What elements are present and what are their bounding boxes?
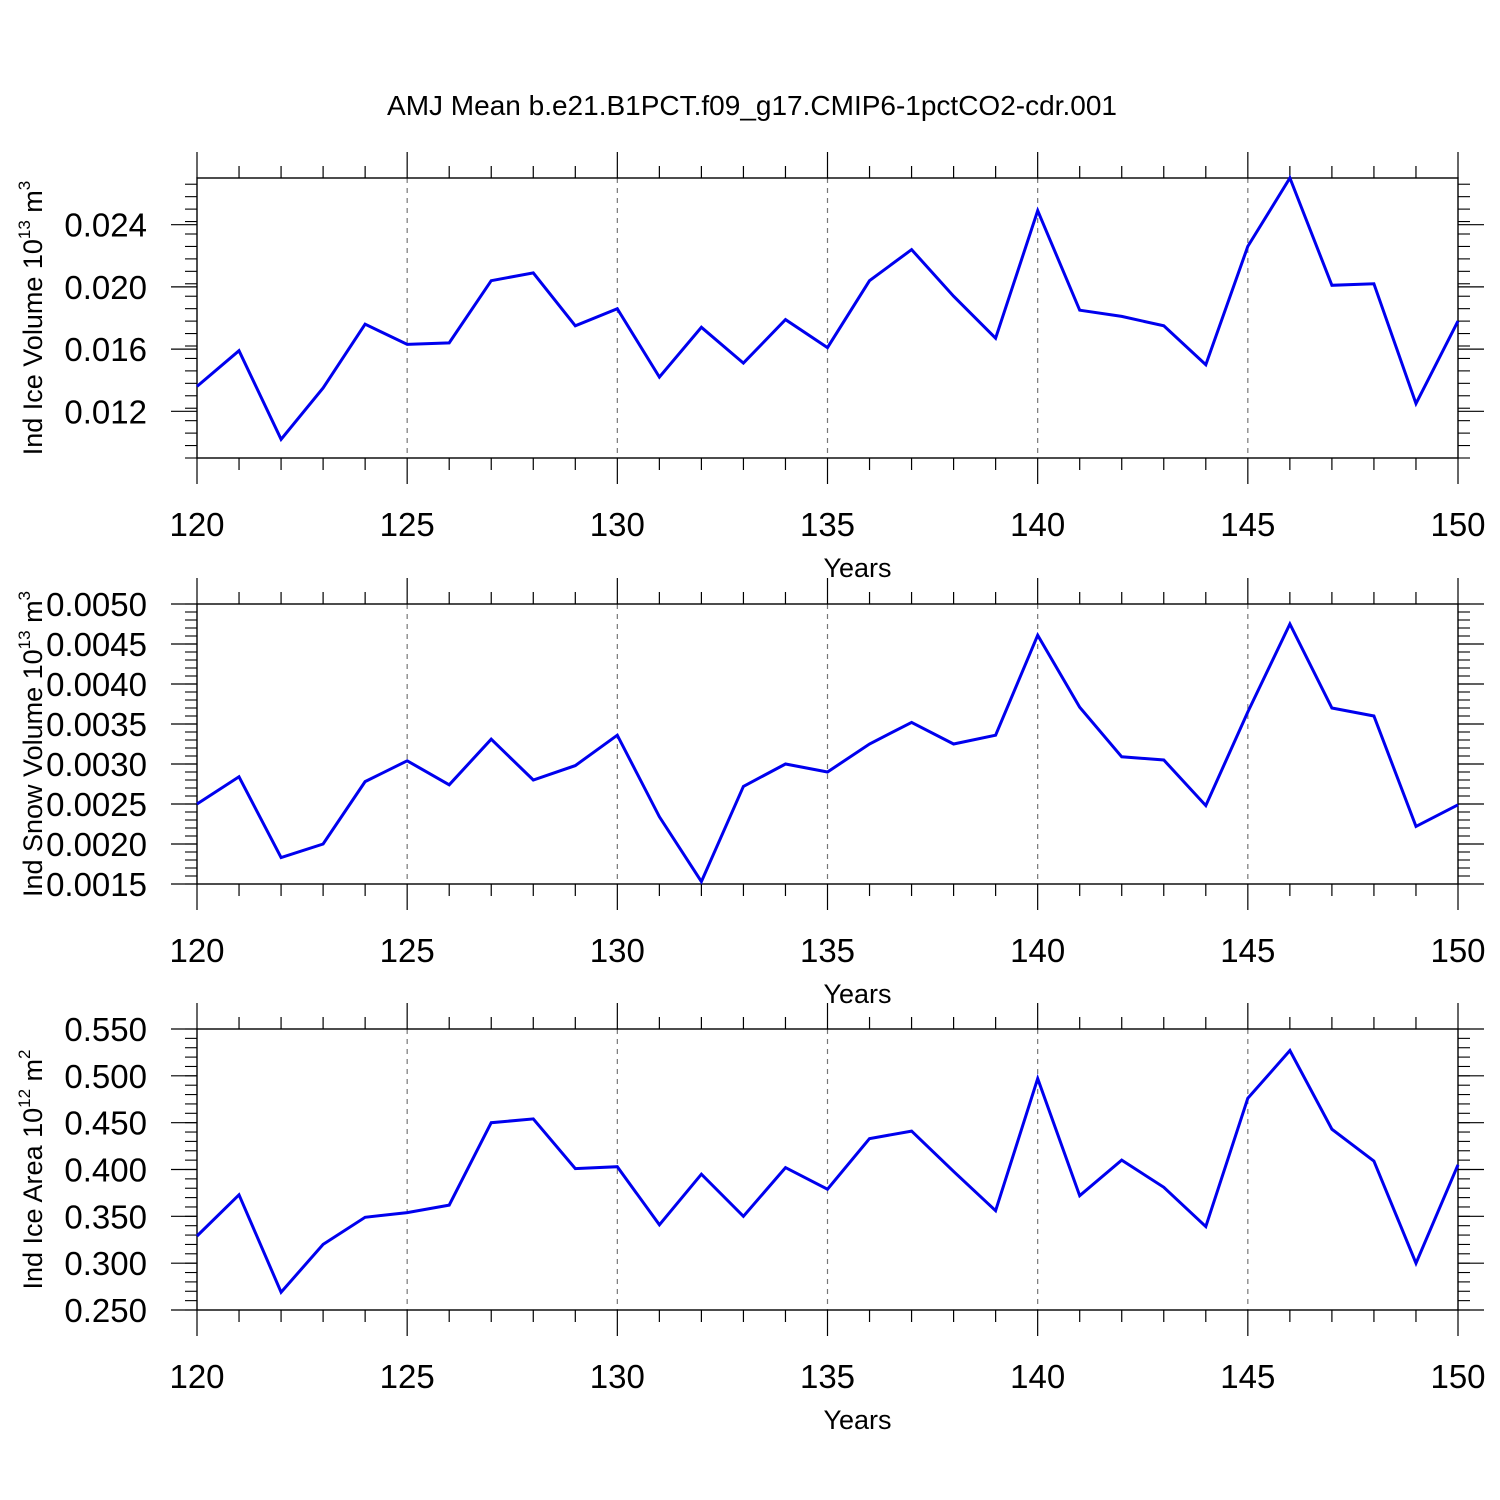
- x-tick-label: 120: [169, 1358, 224, 1395]
- x-axis-label: Years: [823, 1405, 891, 1435]
- y-tick-label: 0.0050: [46, 586, 147, 623]
- x-tick-label: 120: [169, 506, 224, 543]
- x-tick-label: 125: [380, 1358, 435, 1395]
- y-axis-label: Ind Snow Volume 1013 m3: [15, 591, 48, 897]
- x-tick-label: 150: [1430, 1358, 1485, 1395]
- x-tick-label: 125: [380, 932, 435, 969]
- y-tick-label: 0.020: [64, 269, 147, 306]
- y-tick-label: 0.350: [64, 1198, 147, 1235]
- y-axis-label: Ind Ice Area 1012 m2: [15, 1049, 48, 1289]
- x-tick-label: 135: [800, 1358, 855, 1395]
- x-tick-label: 145: [1220, 506, 1275, 543]
- x-axis-label: Years: [823, 553, 891, 583]
- x-tick-label: 135: [800, 506, 855, 543]
- x-tick-label: 125: [380, 506, 435, 543]
- y-tick-label: 0.0015: [46, 866, 147, 903]
- x-tick-label: 120: [169, 932, 224, 969]
- y-tick-label: 0.450: [64, 1105, 147, 1142]
- y-tick-label: 0.500: [64, 1058, 147, 1095]
- x-tick-label: 130: [590, 506, 645, 543]
- x-tick-label: 150: [1430, 932, 1485, 969]
- x-tick-label: 130: [590, 1358, 645, 1395]
- y-tick-label: 0.400: [64, 1152, 147, 1189]
- y-tick-label: 0.016: [64, 331, 147, 368]
- series-line: [195, 1047, 1460, 1295]
- x-tick-label: 130: [590, 932, 645, 969]
- panel-snow-volume: 120 125 130 135 140 145 1500.00150.00200.00250…: [15, 578, 1486, 1009]
- x-tick-label: 140: [1010, 506, 1065, 543]
- x-tick-label: 140: [1010, 1358, 1065, 1395]
- x-tick-label: 140: [1010, 932, 1065, 969]
- y-tick-label: 0.300: [64, 1245, 147, 1282]
- y-tick-label: 0.0035: [46, 706, 147, 743]
- figure-title: AMJ Mean b.e21.B1PCT.f09_g17.CMIP6-1pctC…: [387, 90, 1117, 121]
- y-axis-label: Ind Ice Volume 1013 m3: [15, 181, 48, 456]
- y-tick-label: 0.550: [64, 1011, 147, 1048]
- y-tick-label: 0.024: [64, 207, 147, 244]
- y-tick-label: 0.0025: [46, 786, 147, 823]
- panel-ice-volume: 120 125 130 135 140 145 150 0.012 0.016 0.020 0.02…: [15, 152, 1486, 583]
- panel-ice-area: 120 125 130 135 140 145 150 0.250 0.300 0.350 0.40…: [15, 1003, 1486, 1435]
- series-line: [196, 174, 1460, 443]
- x-tick-label: 145: [1220, 932, 1275, 969]
- x-tick-label: 150: [1430, 506, 1485, 543]
- x-tick-label: 145: [1220, 1358, 1275, 1395]
- y-tick-label: 0.0020: [46, 826, 147, 863]
- x-axis-label: Years: [823, 979, 891, 1009]
- x-tick-label: 135: [800, 932, 855, 969]
- y-tick-label: 0.012: [64, 393, 147, 430]
- y-tick-label: 0.0045: [46, 626, 147, 663]
- y-tick-label: 0.0040: [46, 666, 147, 703]
- series-line: [196, 620, 1459, 885]
- y-tick-label: 0.0030: [46, 746, 147, 783]
- y-tick-label: 0.250: [64, 1292, 147, 1329]
